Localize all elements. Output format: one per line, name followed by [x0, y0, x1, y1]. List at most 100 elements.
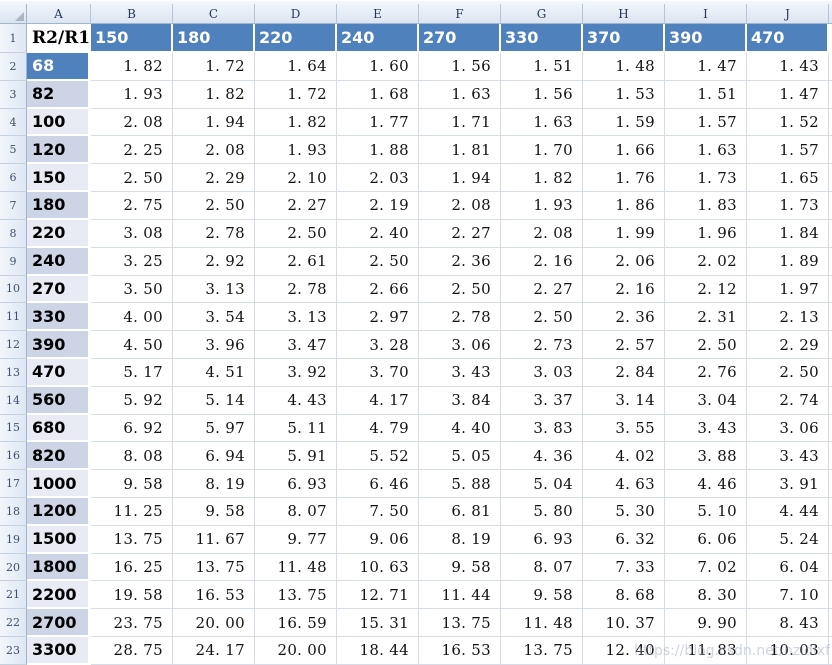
cell-J19[interactable]: 5. 24: [747, 525, 829, 554]
cell-G7[interactable]: 1. 93: [501, 192, 583, 220]
col-header-B[interactable]: B: [91, 4, 173, 24]
cell-J5[interactable]: 1. 57: [747, 136, 829, 165]
cell-E16[interactable]: 5. 52: [337, 442, 419, 471]
cell-G6[interactable]: 1. 82: [501, 164, 583, 193]
cell-D8[interactable]: 2. 50: [255, 219, 337, 248]
cell-G15[interactable]: 3. 83: [501, 414, 583, 443]
row-header-15[interactable]: 15: [0, 414, 27, 443]
row-header-8[interactable]: 8: [0, 219, 27, 248]
cell-C15[interactable]: 5. 97: [173, 414, 255, 443]
cell-G4[interactable]: 1. 63: [501, 108, 583, 137]
cell-D23[interactable]: 20. 00: [255, 637, 337, 665]
cell-H16[interactable]: 4. 02: [583, 442, 665, 471]
cell-D5[interactable]: 1. 93: [255, 136, 337, 165]
cell-F13[interactable]: 3. 43: [419, 358, 501, 387]
cell-I5[interactable]: 1. 63: [665, 136, 747, 165]
cell-G1[interactable]: 330: [501, 24, 583, 53]
cell-H9[interactable]: 2. 06: [583, 247, 665, 276]
row-header-11[interactable]: 11: [0, 303, 27, 332]
cell-J20[interactable]: 6. 04: [747, 553, 829, 582]
cell-G23[interactable]: 13. 75: [501, 637, 583, 665]
cell-C7[interactable]: 2. 50: [173, 192, 255, 220]
cell-C1[interactable]: 180: [173, 24, 255, 53]
cell-I21[interactable]: 8. 30: [665, 581, 747, 610]
col-header-H[interactable]: H: [583, 4, 665, 24]
cell-A2[interactable]: 68: [27, 53, 91, 81]
cell-F7[interactable]: 2. 08: [419, 192, 501, 220]
cell-J12[interactable]: 2. 29: [747, 331, 829, 359]
cell-C18[interactable]: 9. 58: [173, 498, 255, 526]
cell-J14[interactable]: 2. 74: [747, 386, 829, 415]
cell-B9[interactable]: 3. 25: [91, 247, 173, 276]
cell-G2[interactable]: 1. 51: [501, 53, 583, 81]
cell-E19[interactable]: 9. 06: [337, 525, 419, 554]
cell-F8[interactable]: 2. 27: [419, 219, 501, 248]
cell-C5[interactable]: 2. 08: [173, 136, 255, 165]
col-header-D[interactable]: D: [255, 4, 337, 24]
cell-I13[interactable]: 2. 76: [665, 358, 747, 387]
cell-D13[interactable]: 3. 92: [255, 358, 337, 387]
cell-H2[interactable]: 1. 48: [583, 53, 665, 81]
row-header-2[interactable]: 2: [0, 53, 27, 81]
cell-C3[interactable]: 1. 82: [173, 80, 255, 109]
cell-A18[interactable]: 1200: [27, 498, 91, 526]
cell-A4[interactable]: 100: [27, 108, 91, 137]
cell-E22[interactable]: 15. 31: [337, 609, 419, 638]
cell-I15[interactable]: 3. 43: [665, 414, 747, 443]
cell-E8[interactable]: 2. 40: [337, 219, 419, 248]
cell-G12[interactable]: 2. 73: [501, 331, 583, 359]
cell-G14[interactable]: 3. 37: [501, 386, 583, 415]
cell-G10[interactable]: 2. 27: [501, 275, 583, 304]
cell-I3[interactable]: 1. 51: [665, 80, 747, 109]
cell-B16[interactable]: 8. 08: [91, 442, 173, 471]
row-header-21[interactable]: 21: [0, 581, 27, 610]
cell-H1[interactable]: 370: [583, 24, 665, 53]
cell-C10[interactable]: 3. 13: [173, 275, 255, 304]
cell-E21[interactable]: 12. 71: [337, 581, 419, 610]
cell-F6[interactable]: 1. 94: [419, 164, 501, 193]
cell-I4[interactable]: 1. 57: [665, 108, 747, 137]
cell-E1[interactable]: 240: [337, 24, 419, 53]
cell-H7[interactable]: 1. 86: [583, 192, 665, 220]
cell-F23[interactable]: 16. 53: [419, 637, 501, 665]
cell-J9[interactable]: 1. 89: [747, 247, 829, 276]
cell-G8[interactable]: 2. 08: [501, 219, 583, 248]
cell-A20[interactable]: 1800: [27, 553, 91, 582]
cell-C2[interactable]: 1. 72: [173, 53, 255, 81]
cell-B10[interactable]: 3. 50: [91, 275, 173, 304]
cell-H8[interactable]: 1. 99: [583, 219, 665, 248]
row-header-22[interactable]: 22: [0, 609, 27, 638]
cell-G18[interactable]: 5. 80: [501, 498, 583, 526]
cell-F19[interactable]: 8. 19: [419, 525, 501, 554]
cell-G3[interactable]: 1. 56: [501, 80, 583, 109]
cell-F17[interactable]: 5. 88: [419, 470, 501, 498]
cell-J7[interactable]: 1. 73: [747, 192, 829, 220]
cell-A10[interactable]: 270: [27, 275, 91, 304]
cell-D12[interactable]: 3. 47: [255, 331, 337, 359]
cell-A16[interactable]: 820: [27, 442, 91, 471]
cell-H21[interactable]: 8. 68: [583, 581, 665, 610]
cell-I22[interactable]: 9. 90: [665, 609, 747, 638]
cell-A12[interactable]: 390: [27, 331, 91, 359]
cell-J4[interactable]: 1. 52: [747, 108, 829, 137]
cell-I6[interactable]: 1. 73: [665, 164, 747, 193]
cell-I2[interactable]: 1. 47: [665, 53, 747, 81]
cell-A17[interactable]: 1000: [27, 470, 91, 498]
row-header-13[interactable]: 13: [0, 358, 27, 387]
cell-C16[interactable]: 6. 94: [173, 442, 255, 471]
cell-J1[interactable]: 470: [747, 24, 829, 53]
cell-G16[interactable]: 4. 36: [501, 442, 583, 471]
cell-F9[interactable]: 2. 36: [419, 247, 501, 276]
cell-G5[interactable]: 1. 70: [501, 136, 583, 165]
row-header-9[interactable]: 9: [0, 247, 27, 276]
cell-F14[interactable]: 3. 84: [419, 386, 501, 415]
cell-F5[interactable]: 1. 81: [419, 136, 501, 165]
cell-C21[interactable]: 16. 53: [173, 581, 255, 610]
cell-G17[interactable]: 5. 04: [501, 470, 583, 498]
cell-G22[interactable]: 11. 48: [501, 609, 583, 638]
cell-J21[interactable]: 7. 10: [747, 581, 829, 610]
cell-B5[interactable]: 2. 25: [91, 136, 173, 165]
cell-B13[interactable]: 5. 17: [91, 358, 173, 387]
cell-H18[interactable]: 5. 30: [583, 498, 665, 526]
cell-E5[interactable]: 1. 88: [337, 136, 419, 165]
